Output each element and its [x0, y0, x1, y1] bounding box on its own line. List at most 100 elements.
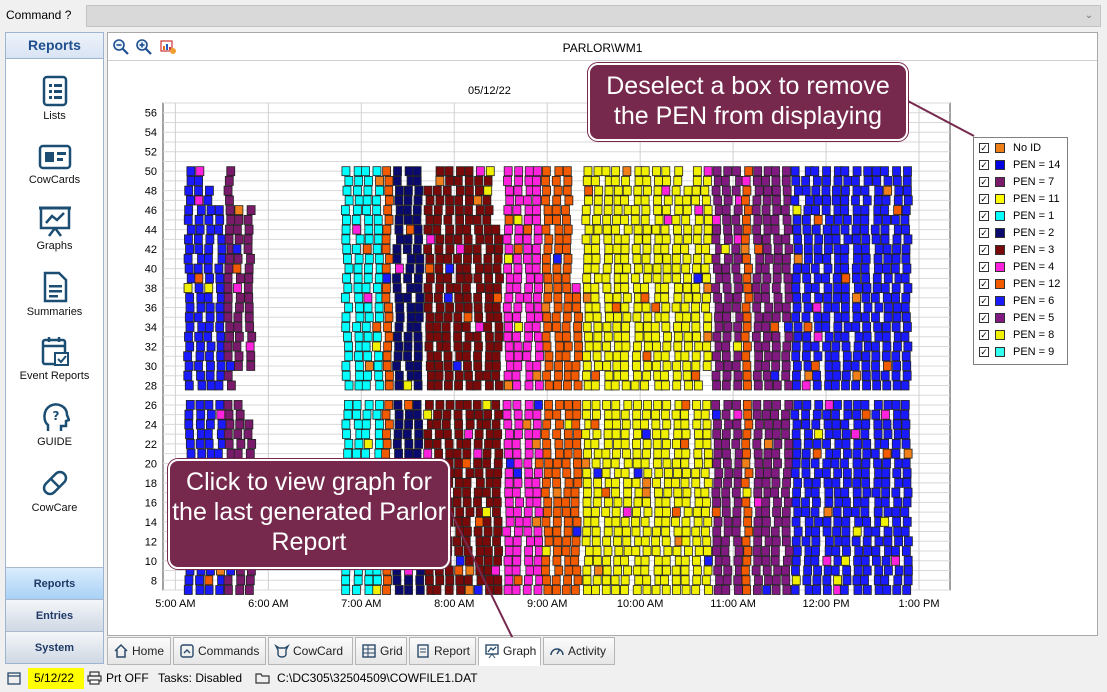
data-marker	[474, 312, 484, 323]
data-marker	[482, 400, 492, 410]
data-marker	[474, 341, 483, 352]
x-tick-label: 12:00 PM	[803, 598, 850, 610]
data-marker	[822, 575, 832, 586]
sidebar-item-cowcare[interactable]: CowCare	[6, 467, 103, 514]
print-status[interactable]: Prt OFF	[106, 671, 149, 685]
legend-checkbox[interactable]: ✓	[979, 143, 989, 153]
tab-commands[interactable]: Commands	[173, 637, 266, 665]
data-marker	[723, 477, 732, 488]
sidebar-item-event-reports[interactable]: Event Reports	[6, 335, 103, 382]
data-marker	[245, 322, 255, 332]
legend-swatch	[995, 347, 1005, 357]
data-marker	[663, 331, 672, 342]
data-marker	[341, 234, 351, 245]
data-marker	[654, 214, 664, 225]
data-marker	[791, 351, 801, 362]
data-marker	[862, 380, 871, 391]
data-marker	[485, 292, 494, 303]
tab-activity[interactable]: Activity	[543, 637, 615, 665]
tab-grid[interactable]: Grid	[355, 637, 407, 665]
data-marker	[193, 312, 203, 323]
data-marker	[884, 302, 893, 313]
data-marker	[712, 351, 721, 362]
data-marker	[753, 555, 763, 566]
data-marker	[850, 361, 860, 371]
data-marker	[194, 214, 204, 225]
data-marker	[692, 292, 702, 303]
data-marker	[375, 419, 384, 430]
chevron-down-icon[interactable]: ⌄	[1084, 10, 1094, 21]
data-marker	[412, 205, 422, 216]
data-marker	[413, 380, 423, 391]
data-marker	[801, 448, 811, 459]
data-marker	[204, 322, 214, 332]
data-marker	[215, 322, 225, 332]
sidebar-item-graphs[interactable]: Graphs	[6, 205, 103, 252]
sidebar-item-cowcards[interactable]: CowCards	[6, 143, 103, 186]
legend-checkbox[interactable]: ✓	[979, 330, 989, 340]
data-marker	[382, 166, 392, 177]
data-marker	[392, 575, 402, 586]
data-marker	[633, 400, 642, 410]
data-marker	[880, 516, 890, 527]
sidebar-item-lists[interactable]: Lists	[6, 75, 103, 122]
data-marker	[723, 195, 733, 206]
command-input[interactable]: ⌄	[86, 5, 1101, 27]
legend-checkbox[interactable]: ✓	[979, 313, 989, 323]
tab-graph[interactable]: Graph	[478, 637, 541, 666]
sidebar-item-summaries[interactable]: Summaries	[6, 271, 103, 318]
data-marker	[196, 370, 205, 381]
legend-checkbox[interactable]: ✓	[979, 279, 989, 289]
tab-home[interactable]: Home	[107, 637, 171, 665]
sidebar-item-guide[interactable]: ? GUIDE	[6, 401, 103, 448]
data-marker	[620, 234, 630, 245]
data-marker	[632, 507, 641, 517]
data-marker	[782, 585, 792, 595]
data-marker	[362, 244, 372, 255]
zoom-in-icon[interactable]	[135, 38, 153, 56]
data-marker	[492, 497, 502, 508]
data-marker	[204, 244, 214, 255]
data-marker	[900, 214, 910, 225]
data-marker	[603, 546, 613, 556]
data-marker	[522, 585, 532, 595]
data-marker	[892, 516, 901, 527]
legend-checkbox[interactable]: ✓	[979, 296, 989, 306]
data-marker	[692, 263, 701, 274]
data-marker	[620, 302, 630, 313]
legend-checkbox[interactable]: ✓	[979, 245, 989, 255]
data-marker	[660, 448, 670, 459]
tab-report[interactable]: Report	[409, 637, 476, 665]
sidebar-tab-entries[interactable]: Entries	[6, 599, 103, 631]
data-marker	[344, 380, 354, 391]
sidebar-tab-reports[interactable]: Reports	[6, 567, 103, 599]
data-marker	[601, 487, 611, 498]
data-marker	[721, 497, 731, 508]
tab-cowcard[interactable]: CowCard	[268, 637, 353, 665]
zoom-out-icon[interactable]	[112, 38, 130, 56]
data-marker	[186, 176, 196, 186]
sidebar-tab-system[interactable]: System	[6, 631, 103, 663]
data-marker	[674, 166, 684, 177]
data-marker	[404, 438, 414, 449]
data-marker	[611, 400, 621, 410]
data-marker	[861, 477, 871, 488]
legend-checkbox[interactable]: ✓	[979, 228, 989, 238]
legend-checkbox[interactable]: ✓	[979, 262, 989, 272]
legend-checkbox[interactable]: ✓	[979, 211, 989, 221]
data-marker	[902, 516, 912, 527]
legend-checkbox[interactable]: ✓	[979, 194, 989, 204]
data-marker	[573, 331, 583, 342]
data-marker	[700, 468, 710, 479]
data-marker	[891, 322, 901, 332]
status-date[interactable]: 5/12/22	[28, 668, 84, 689]
data-marker	[234, 234, 244, 245]
data-marker	[741, 536, 751, 547]
data-marker	[793, 400, 803, 410]
data-marker	[840, 487, 850, 498]
legend-checkbox[interactable]: ✓	[979, 160, 989, 170]
chart-settings-icon[interactable]	[159, 38, 177, 56]
legend-checkbox[interactable]: ✓	[979, 177, 989, 187]
data-marker	[476, 575, 486, 586]
legend-checkbox[interactable]: ✓	[979, 347, 989, 357]
